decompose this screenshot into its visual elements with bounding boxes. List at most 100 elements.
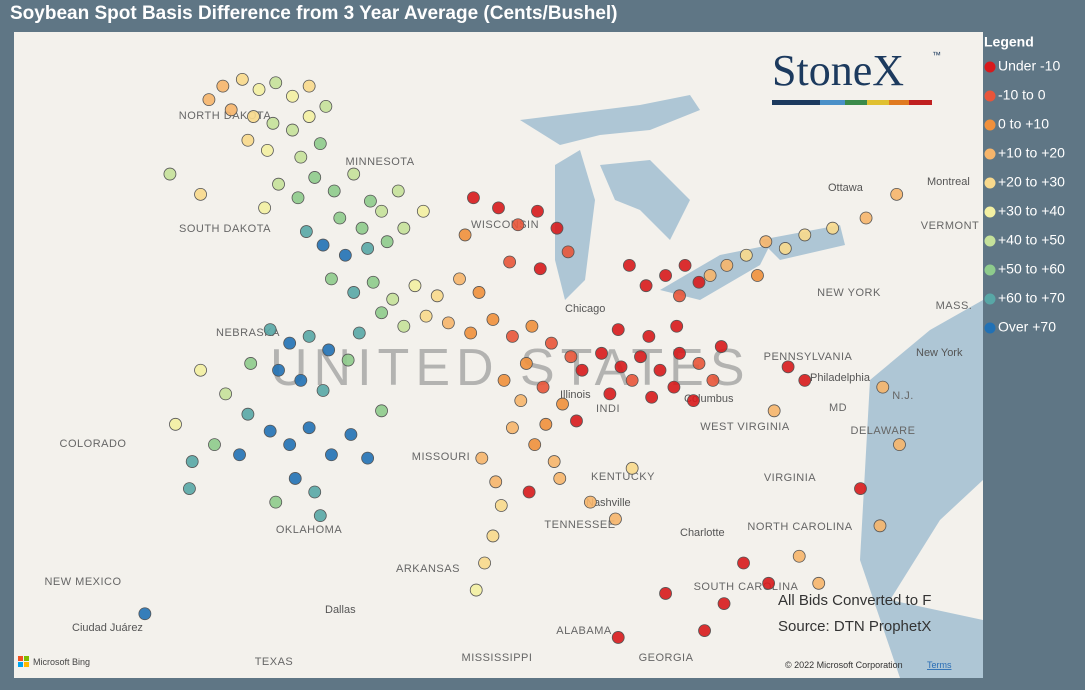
basis-point (625, 373, 639, 387)
title: Soybean Spot Basis Difference from 3 Yea… (10, 3, 618, 24)
basis-point (528, 438, 542, 452)
basis-point (258, 201, 272, 215)
city-label: Ciudad Juárez (72, 622, 143, 634)
map-label: MASS. (936, 300, 973, 312)
legend-label: -10 to 0 (998, 87, 1046, 103)
city-label: Illinois (560, 389, 591, 401)
basis-point (720, 258, 734, 272)
basis-point (408, 279, 422, 293)
logo-bar (867, 100, 889, 105)
map-label: WISCONSIN (471, 219, 539, 231)
legend-marker (984, 264, 996, 276)
map-label: MINNESOTA (345, 156, 414, 168)
map-label: OKLAHOMA (276, 524, 343, 536)
basis-point (208, 438, 221, 452)
map-label: NORTH CAROLINA (747, 521, 852, 533)
map-label: VERMONT (921, 220, 980, 232)
legend: Under -10 -10 to 0 0 to +10 +10 to +20 +20 t… (984, 58, 1065, 335)
basis-point (333, 211, 347, 225)
terms-link[interactable]: Terms (927, 660, 952, 670)
basis-point (169, 417, 182, 431)
basis-point (687, 394, 700, 408)
basis-point (876, 380, 890, 394)
basis-point (224, 103, 238, 117)
basis-point (717, 597, 731, 610)
basis-point (659, 587, 672, 600)
basis-point (269, 76, 283, 90)
map-label: PENNSYLVANIA (764, 351, 853, 363)
basis-point (361, 451, 375, 465)
basis-point (634, 350, 647, 364)
basis-point (798, 228, 812, 242)
basis-point (503, 255, 517, 269)
basis-point (653, 363, 667, 377)
basis-point (531, 204, 544, 218)
basis-point (355, 221, 369, 235)
basis-point (325, 448, 338, 462)
credit: Microsoft Bing (33, 657, 90, 667)
legend-marker (984, 293, 996, 305)
basis-point (319, 100, 333, 113)
map-label: ARKANSAS (396, 563, 460, 575)
basis-point (347, 167, 361, 181)
basis-point (469, 583, 483, 597)
basis-point (375, 306, 388, 320)
basis-point (283, 438, 297, 452)
basis-point (241, 407, 255, 421)
map-label: GEORGIA (639, 652, 694, 664)
logo-mark: ™ (932, 50, 941, 60)
legend-marker (984, 61, 996, 73)
map-labels: NORTH DAKOTA MINNESOTA SOUTH DAKOTA WISC… (44, 110, 980, 668)
legend-label: +40 to +50 (998, 232, 1065, 248)
basis-point (486, 313, 500, 326)
legend-label: +20 to +30 (998, 174, 1065, 190)
basis-point (478, 556, 491, 570)
basis-point (625, 461, 639, 475)
basis-point (183, 482, 196, 495)
basis-point (272, 363, 285, 377)
basis-point (792, 549, 806, 563)
bing-icon (24, 662, 29, 667)
legend-label: +60 to +70 (998, 290, 1065, 306)
basis-point (525, 319, 539, 333)
basis-point (514, 394, 528, 408)
basis-point (441, 316, 455, 330)
basis-point (202, 93, 216, 107)
basis-point (325, 272, 338, 286)
map-label: COLORADO (60, 438, 127, 450)
basis-point (564, 350, 578, 364)
basis-point (603, 387, 617, 401)
map-background (14, 32, 983, 678)
basis-point (893, 438, 906, 452)
basis-point (416, 204, 430, 218)
basis-point (737, 556, 750, 570)
basis-point (506, 421, 519, 435)
basis-point (458, 228, 472, 242)
basis-point (547, 455, 561, 468)
legend-label: Under -10 (998, 58, 1060, 74)
basis-point (464, 326, 478, 340)
basis-point (759, 235, 773, 249)
city-label: Ottawa (828, 182, 864, 194)
basis-point (575, 363, 589, 377)
basis-point (216, 79, 230, 93)
basis-point (486, 529, 500, 543)
basis-point (698, 624, 711, 638)
logo-bar (909, 100, 932, 105)
city-label: Dallas (325, 604, 356, 616)
basis-point (352, 326, 366, 340)
basis-point (667, 380, 681, 394)
legend-label: 0 to +10 (998, 116, 1049, 132)
basis-point (185, 455, 199, 468)
basis-point (767, 404, 781, 418)
basis-point (138, 607, 152, 621)
basis-point (854, 482, 867, 495)
basis-point (366, 275, 380, 289)
basis-point (302, 421, 316, 435)
logo-bar (845, 100, 867, 105)
note: All Bids Converted to F (778, 592, 931, 609)
city-label: Montreal (927, 176, 970, 188)
legend-marker (984, 206, 996, 218)
